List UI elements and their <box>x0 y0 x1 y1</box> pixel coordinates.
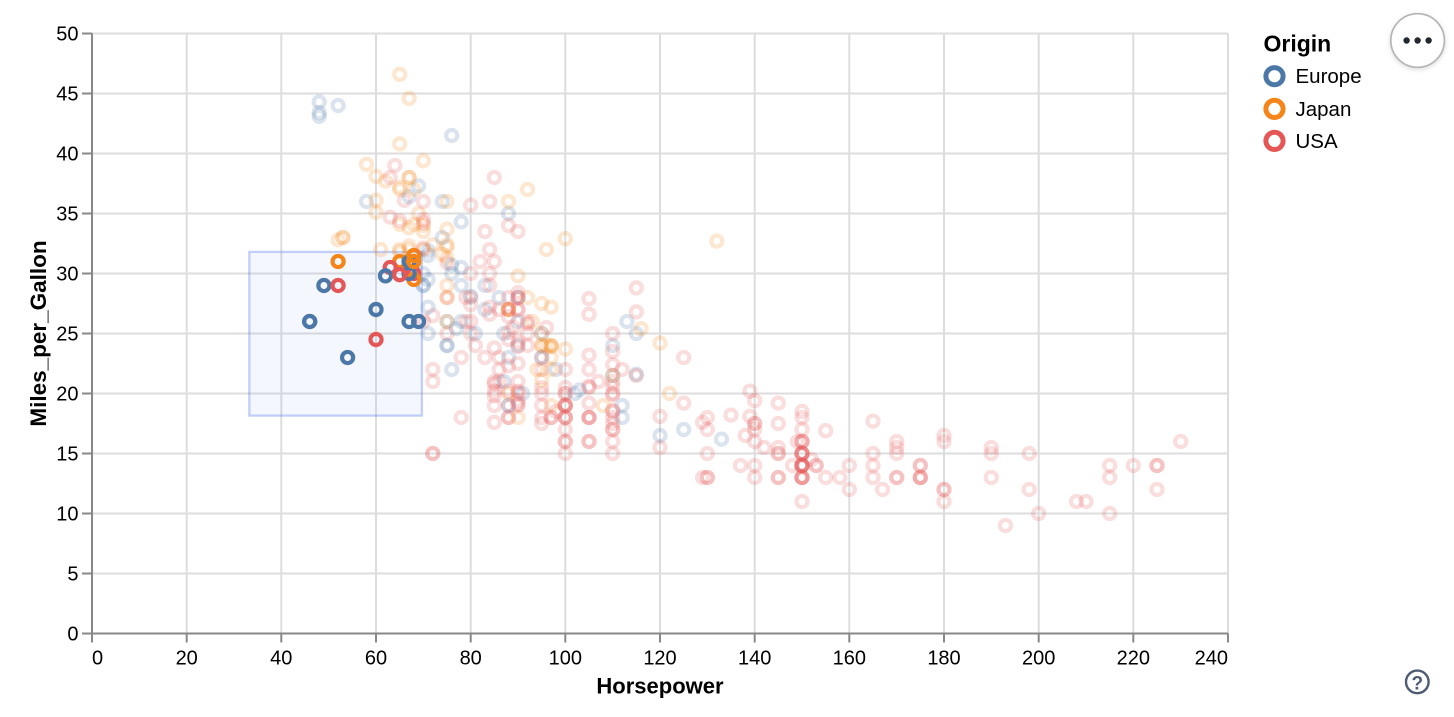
svg-text:5: 5 <box>67 564 78 586</box>
svg-text:40: 40 <box>56 144 78 166</box>
svg-text:40: 40 <box>270 648 292 670</box>
svg-text:?: ? <box>1411 673 1423 694</box>
svg-text:25: 25 <box>56 324 78 346</box>
svg-text:180: 180 <box>927 648 960 670</box>
svg-text:100: 100 <box>549 648 582 670</box>
svg-text:35: 35 <box>56 204 78 226</box>
svg-text:Miles_per_Gallon: Miles_per_Gallon <box>26 240 51 426</box>
svg-text:30: 30 <box>56 264 78 286</box>
svg-text:Origin: Origin <box>1264 31 1332 57</box>
svg-text:15: 15 <box>56 444 78 466</box>
svg-text:Japan: Japan <box>1296 98 1352 121</box>
svg-text:120: 120 <box>643 648 676 670</box>
svg-text:0: 0 <box>92 648 103 670</box>
svg-text:220: 220 <box>1117 648 1150 670</box>
svg-text:45: 45 <box>56 84 78 106</box>
svg-text:50: 50 <box>56 24 78 46</box>
svg-text:20: 20 <box>56 384 78 406</box>
svg-text:20: 20 <box>176 648 198 670</box>
svg-text:140: 140 <box>738 648 771 670</box>
svg-text:10: 10 <box>56 504 78 526</box>
svg-text:80: 80 <box>460 648 482 670</box>
svg-text:Horsepower: Horsepower <box>596 674 724 699</box>
svg-text:200: 200 <box>1022 648 1055 670</box>
svg-text:160: 160 <box>833 648 866 670</box>
svg-text:240: 240 <box>1195 648 1228 670</box>
svg-text:USA: USA <box>1296 130 1338 153</box>
svg-text:0: 0 <box>67 624 78 646</box>
svg-text:Europe: Europe <box>1296 65 1362 88</box>
svg-text:60: 60 <box>365 648 387 670</box>
